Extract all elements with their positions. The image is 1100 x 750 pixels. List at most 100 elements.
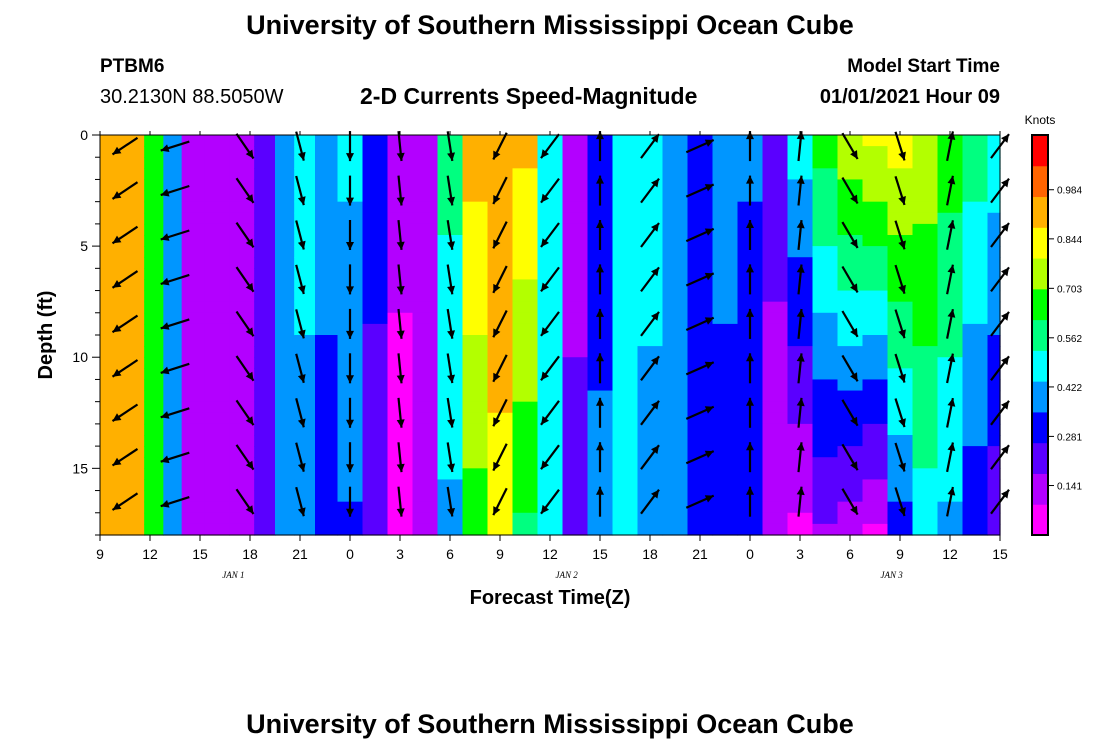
heatmap-cell [412,246,439,258]
heatmap-cell [294,401,316,414]
arrow-head [245,327,254,337]
heatmap-cell [587,468,614,481]
arrow-head [396,463,405,473]
heatmap-cell [181,279,205,292]
x-tick-label: 18 [242,546,258,562]
heatmap-cell [587,246,614,258]
heatmap-cell [412,235,439,247]
heatmap-cell [862,312,889,325]
heatmap-cell [512,357,539,369]
heatmap-cell [537,346,564,358]
heatmap-cell [937,501,964,514]
heatmap-cell [462,257,489,269]
heatmap-cell [612,468,639,481]
heatmap-cell [537,512,564,525]
arrow-head [541,504,549,514]
heatmap-cell [812,257,839,269]
heatmap-cell [412,179,439,192]
current-vector-arrow [396,397,405,428]
arrow-head [112,368,122,377]
heatmap-cell [437,179,464,192]
heatmap-cell [837,457,864,469]
heatmap-cell [315,457,339,469]
heatmap-cell [687,323,714,336]
heatmap-cell [712,523,739,536]
heatmap-cell [362,279,389,292]
heatmap-cell [275,135,295,147]
current-vector-arrow [596,175,604,206]
heatmap-cell [637,468,664,481]
heatmap-cell [181,512,205,525]
heatmap-cell [712,457,739,469]
heatmap-cell [487,468,514,481]
heatmap-cell [181,246,205,258]
heatmap-cell [887,457,914,469]
heatmap-cell [562,168,589,181]
heatmap-cell [487,301,514,314]
heatmap-cell [362,468,389,481]
heatmap-cell [337,523,364,536]
heatmap-cell [762,268,789,281]
heatmap-cell [737,512,764,525]
heatmap-cell [181,190,205,203]
heatmap-cell [537,246,564,258]
x-tick-label: 9 [896,546,904,562]
heatmap-cell [229,146,255,158]
heatmap-cell [362,212,389,225]
heatmap-cell [275,412,295,425]
heatmap-cell [100,301,122,314]
arrow-head [447,152,455,161]
heatmap-cell [100,212,122,225]
heatmap-cell [712,446,739,458]
heatmap-cell [437,446,464,458]
arrow-head [245,505,254,514]
current-vector-arrow [492,132,508,160]
arrow-head [651,134,659,143]
current-vector-arrow [446,175,455,206]
heatmap-cell [275,501,295,514]
x-tick-label: 6 [846,546,854,562]
heatmap-cell [562,190,589,203]
heatmap-cell [387,257,414,269]
heatmap-cell [120,168,145,181]
current-vector-arrow [746,397,754,428]
heatmap-cell [837,357,864,369]
heatmap-cell [687,290,714,303]
heatmap-cell [812,168,839,181]
heatmap-cell [712,223,739,236]
heatmap-cell [387,168,414,181]
heatmap-cell [412,368,439,381]
current-vector-arrow [396,264,405,295]
heatmap-cell [712,301,739,314]
heatmap-cell [254,323,276,336]
heatmap-cell [412,423,439,436]
arrow-head [245,238,254,248]
heatmap-cell [294,457,316,469]
heatmap-cell [437,479,464,492]
heatmap-cell [181,335,205,347]
arrow-head [541,327,549,336]
heatmap-cell [412,323,439,336]
heatmap-cell [412,523,439,536]
arrow-head [112,324,122,333]
heatmap-cell [229,235,255,247]
heatmap-cell [100,390,122,403]
heatmap-cell [120,457,145,469]
heatmap-cell [315,423,339,436]
heatmap-cell [120,512,145,525]
heatmap-cell [437,223,464,236]
heatmap-cell [862,323,889,336]
heatmap-cell [962,523,989,536]
heatmap-cell [512,290,539,303]
heatmap-cell [787,168,814,181]
heatmap-cell [762,235,789,247]
colorbar-label: Knots [1025,113,1056,127]
heatmap-cell [204,457,230,469]
heatmap-cell [294,468,316,481]
heatmap-cell [294,390,316,403]
heatmap-cell [412,212,439,225]
heatmap-cell [887,479,914,492]
colorbar-tick-label: 0.281 [1057,432,1082,443]
heatmap-cell [712,468,739,481]
heatmap-cell [612,212,639,225]
